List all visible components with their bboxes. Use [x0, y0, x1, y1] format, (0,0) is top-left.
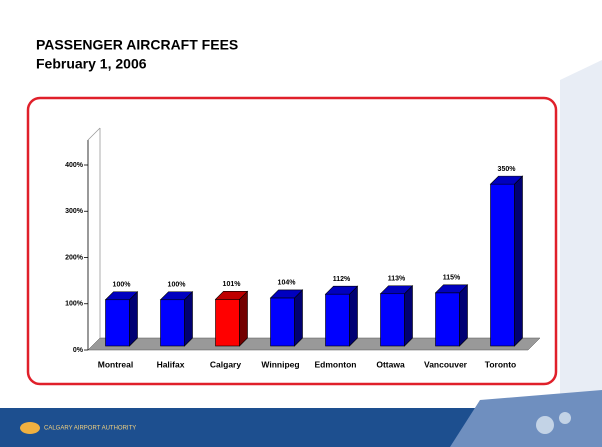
y-tick-label: 200% — [65, 254, 84, 261]
logo-text: CALGARY AIRPORT AUTHORITY — [44, 426, 136, 432]
y-tick-label: 0% — [73, 347, 84, 354]
value-label: 115% — [443, 275, 461, 282]
bar-side — [239, 290, 248, 347]
x-tick-label: Calgary — [210, 359, 241, 369]
bar-top — [104, 291, 139, 301]
chart: 0% 100% 200% 300% 400% Montreal 100% Halifax 100… — [65, 127, 541, 369]
slide-title: PASSENGER AIRCRAFT FEES — [36, 37, 238, 53]
bar-front — [435, 292, 460, 347]
chart-frame — [26, 96, 558, 386]
y-tick-label: 400% — [65, 162, 84, 169]
bar-top — [489, 175, 524, 185]
bar-top — [214, 290, 249, 300]
bar-top — [324, 285, 359, 295]
bar-side — [129, 291, 138, 347]
value-label: 100% — [168, 282, 187, 289]
bar-front — [160, 299, 185, 347]
x-tick-label: Toronto — [485, 359, 516, 369]
bar-front — [325, 293, 350, 347]
value-label: 101% — [223, 281, 242, 288]
value-label: 104% — [278, 280, 297, 287]
footer-decor — [450, 390, 602, 447]
x-tick-label: Halifax — [157, 359, 185, 369]
bar-side — [184, 291, 193, 347]
logo-mark — [20, 422, 40, 434]
slide-subtitle: February 1, 2006 — [36, 56, 147, 72]
x-tick-label: Winnipeg — [261, 359, 299, 369]
x-tick-label: Montreal — [98, 359, 133, 369]
bar-top — [159, 291, 194, 301]
value-label: 350% — [498, 166, 517, 173]
value-label: 100% — [113, 282, 132, 289]
bar-top — [269, 289, 304, 299]
axis-depth — [87, 127, 101, 141]
bar-front — [270, 297, 295, 347]
footer-decor — [536, 416, 554, 434]
bar-side — [514, 175, 523, 347]
x-tick-label: Vancouver — [424, 359, 468, 369]
bar-front — [215, 298, 240, 347]
footer-decor — [559, 412, 571, 424]
bar-front — [490, 183, 515, 347]
bar-side — [459, 284, 468, 347]
x-tick-label: Edmonton — [314, 359, 356, 369]
bar-front — [105, 299, 130, 347]
y-tick-label: 100% — [65, 301, 84, 308]
floor — [87, 337, 541, 351]
bar-side — [294, 289, 303, 347]
bar-side — [349, 285, 358, 347]
bar-front — [380, 293, 405, 347]
value-label: 113% — [388, 276, 406, 283]
bar-side — [404, 285, 413, 347]
y-tick-label: 300% — [65, 208, 84, 215]
bar-top — [434, 284, 469, 294]
decor-strip — [560, 60, 602, 447]
value-label: 112% — [333, 276, 351, 283]
bar-top — [379, 285, 414, 295]
x-tick-label: Ottawa — [376, 359, 405, 369]
